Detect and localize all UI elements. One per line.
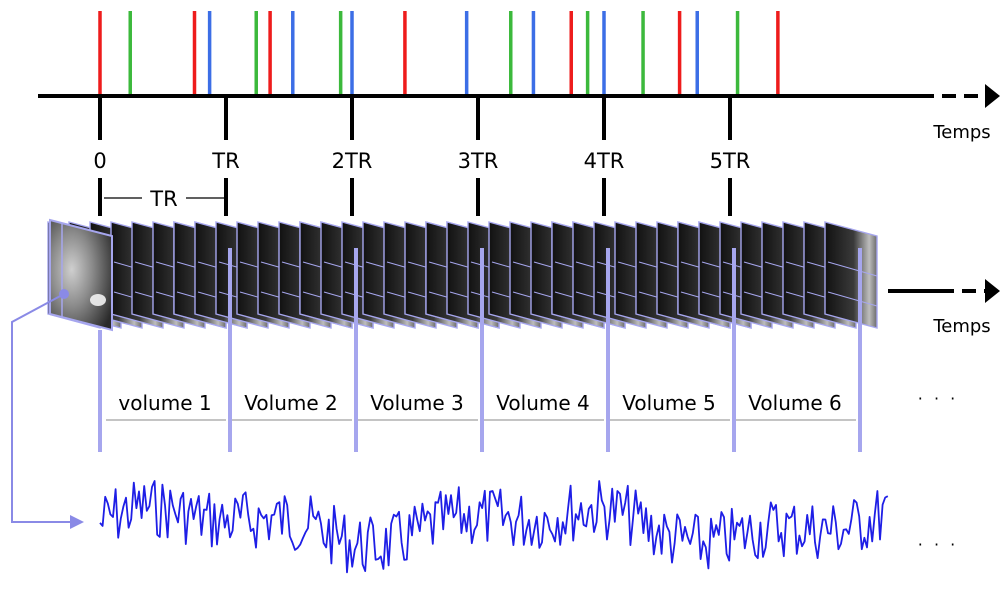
voxel-connector [11,289,84,529]
tr-span-indicator: TR [104,187,224,211]
slice-frame [824,221,878,329]
acquisition-axis-label: Temps [932,316,990,337]
volume-label: Volume 2 [244,391,337,415]
tr-span-label: TR [149,187,177,211]
volume-label: Volume 4 [496,391,589,415]
tick-label: 5TR [710,149,751,173]
signal-trace [99,480,889,574]
tick-label: 0 [93,149,106,173]
volume-label: Volume 6 [748,391,841,415]
acquisition-time-axis: Temps [888,279,1000,337]
stimulus-timeline: Temps 0 TR 2TR 3TR 4TR 5TR [38,11,1000,216]
volume-label: Volume 5 [622,391,715,415]
voxel-arrowhead [70,515,84,529]
brain-slice-front [49,218,113,332]
bold-signal [99,480,889,574]
tick-label: TR [211,149,239,173]
timeline-ticks: 0 TR 2TR 3TR 4TR 5TR [93,96,750,216]
timeline-axis-label: Temps [932,122,990,143]
tick-label: 2TR [332,149,373,173]
volume-slice-stack [47,218,878,452]
tick-label: 4TR [584,149,625,173]
volume-ellipsis: · · · [918,389,958,408]
volume-label: Volume 3 [370,391,463,415]
tick-label: 3TR [458,149,499,173]
stimulus-events [98,11,780,95]
timeline-arrowhead [985,84,1000,108]
volume-label: volume 1 [118,391,211,415]
signal-ellipsis: · · · [918,535,958,554]
volume-labels: volume 1 Volume 2 Volume 3 Volume 4 Volume 5… [106,391,856,421]
